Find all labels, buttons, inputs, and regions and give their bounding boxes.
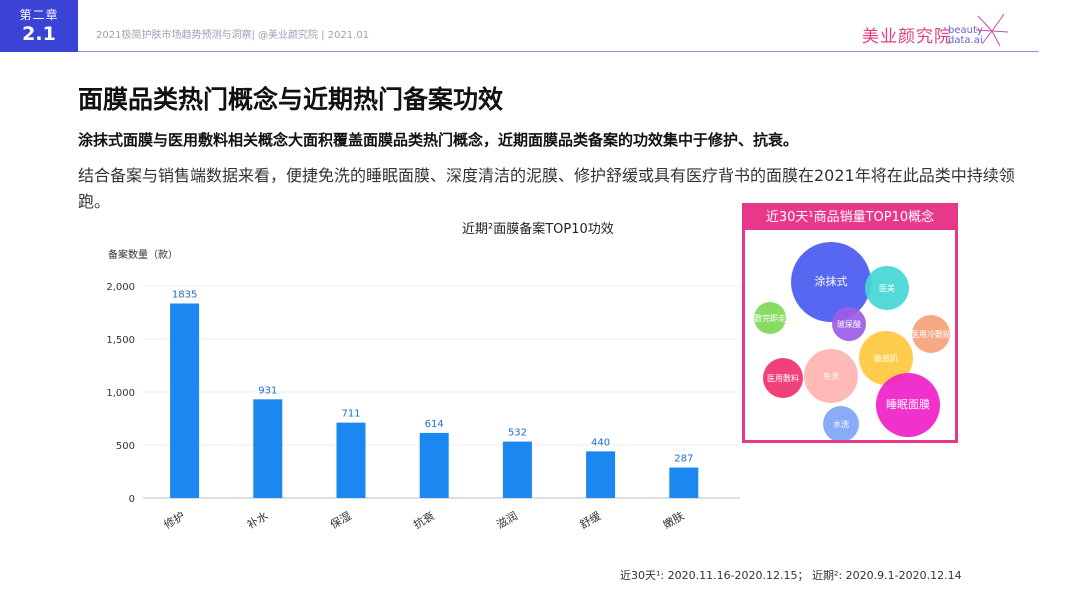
bubble-label: 免洗: [823, 371, 839, 381]
bubble-label: 玻尿酸: [837, 319, 861, 329]
bubble-label: 医用敷料: [767, 373, 799, 383]
x-tick-label: 保湿: [328, 508, 354, 531]
chapter-label: 第二章: [19, 8, 59, 22]
header-caption: 2021极简护肤市场趋势预测与洞察| @美业颜究院 | 2021.01: [96, 30, 370, 41]
y-axis-label: 备案数量（款）: [108, 248, 178, 261]
bubble-chart-title: 近30天¹商品销量TOP10概念: [745, 206, 955, 230]
x-tick-label: 补水: [245, 509, 271, 531]
data-label: 931: [258, 385, 277, 396]
bubble: [763, 358, 803, 398]
bar: [669, 467, 699, 498]
logo-en-text: beauty data.ai: [948, 26, 983, 46]
y-tick-label: 2,000: [106, 282, 135, 293]
y-tick-label: 0: [129, 494, 135, 505]
y-tick-label: 500: [116, 441, 135, 452]
bubble-label: 水洗: [833, 419, 849, 429]
bubble: [791, 242, 871, 322]
data-label: 614: [425, 419, 444, 430]
x-tick-label: 修护: [161, 508, 187, 531]
bar: [586, 451, 616, 498]
bubble-label: 睡眠面膜: [886, 398, 930, 411]
page-description: 结合备案与销售端数据来看，便捷免洗的睡眠面膜、深度清洁的泥膜、修护舒缓或具有医疗…: [78, 166, 1015, 211]
data-label: 532: [508, 428, 527, 439]
bubble-label: 敷完即走: [754, 313, 786, 323]
logo-en-line1: beauty: [948, 25, 983, 36]
logo-spark-icon: [975, 13, 1009, 47]
data-label: 1835: [172, 289, 197, 300]
bubble: [876, 373, 940, 437]
bubble-label: 医用冷敷贴: [911, 329, 951, 339]
page-title: 面膜品类热门概念与近期热门备案功效: [78, 85, 504, 114]
bubble: [832, 307, 866, 341]
logo-cn-text: 美业颜究院: [862, 27, 952, 47]
bar-chart-title: 近期²面膜备案TOP10功效: [462, 222, 614, 237]
x-tick-label: 滋润: [494, 508, 520, 531]
chapter-badge: 第二章 2.1: [0, 0, 78, 52]
bubble-chart-panel: 近30天¹商品销量TOP10概念 涂抹式医美敷完即走玻尿酸医用冷敷贴医用敷料 免洗…: [742, 203, 958, 443]
bubble-label: 医美: [879, 283, 895, 293]
brand-logo: 美业颜究院 beauty data.ai: [862, 12, 1012, 50]
bubble: [912, 315, 950, 353]
data-label: 711: [341, 409, 360, 420]
bubble: [754, 302, 786, 334]
y-tick-label: 1,000: [106, 388, 135, 399]
x-tick-label: 嫩肤: [660, 508, 686, 531]
x-tick-label: 舒缓: [577, 508, 603, 531]
bar: [336, 422, 366, 498]
data-label: 440: [591, 437, 610, 448]
chapter-number: 2.1: [22, 23, 56, 45]
bubble: [823, 406, 859, 440]
bubble: [859, 331, 913, 385]
header-divider: [78, 51, 1038, 52]
logo-en-line2: data.ai: [948, 35, 983, 46]
footnote: 近30天¹: 2020.11.16-2020.12.15； 近期²: 2020.…: [620, 569, 962, 582]
bar-chart: 备案数量（款） 0 500 1,000 1,500 2,000 1835 修护 931 补水 711…: [106, 248, 740, 532]
bar: [419, 432, 449, 498]
bubble: [865, 266, 909, 310]
bar: [502, 441, 532, 498]
bubble: [804, 349, 858, 403]
bar: [253, 399, 283, 498]
data-label: 287: [674, 454, 693, 465]
x-tick-label: 抗衰: [411, 508, 437, 531]
page-subtitle: 涂抹式面膜与医用敷料相关概念大面积覆盖面膜品类热门概念，近期面膜品类备案的功效集…: [78, 131, 799, 149]
bar: [170, 303, 200, 498]
bubble-label: 敏感肌: [874, 353, 898, 363]
y-tick-label: 1,500: [106, 335, 135, 346]
bubble-label: 涂抹式: [815, 274, 848, 288]
